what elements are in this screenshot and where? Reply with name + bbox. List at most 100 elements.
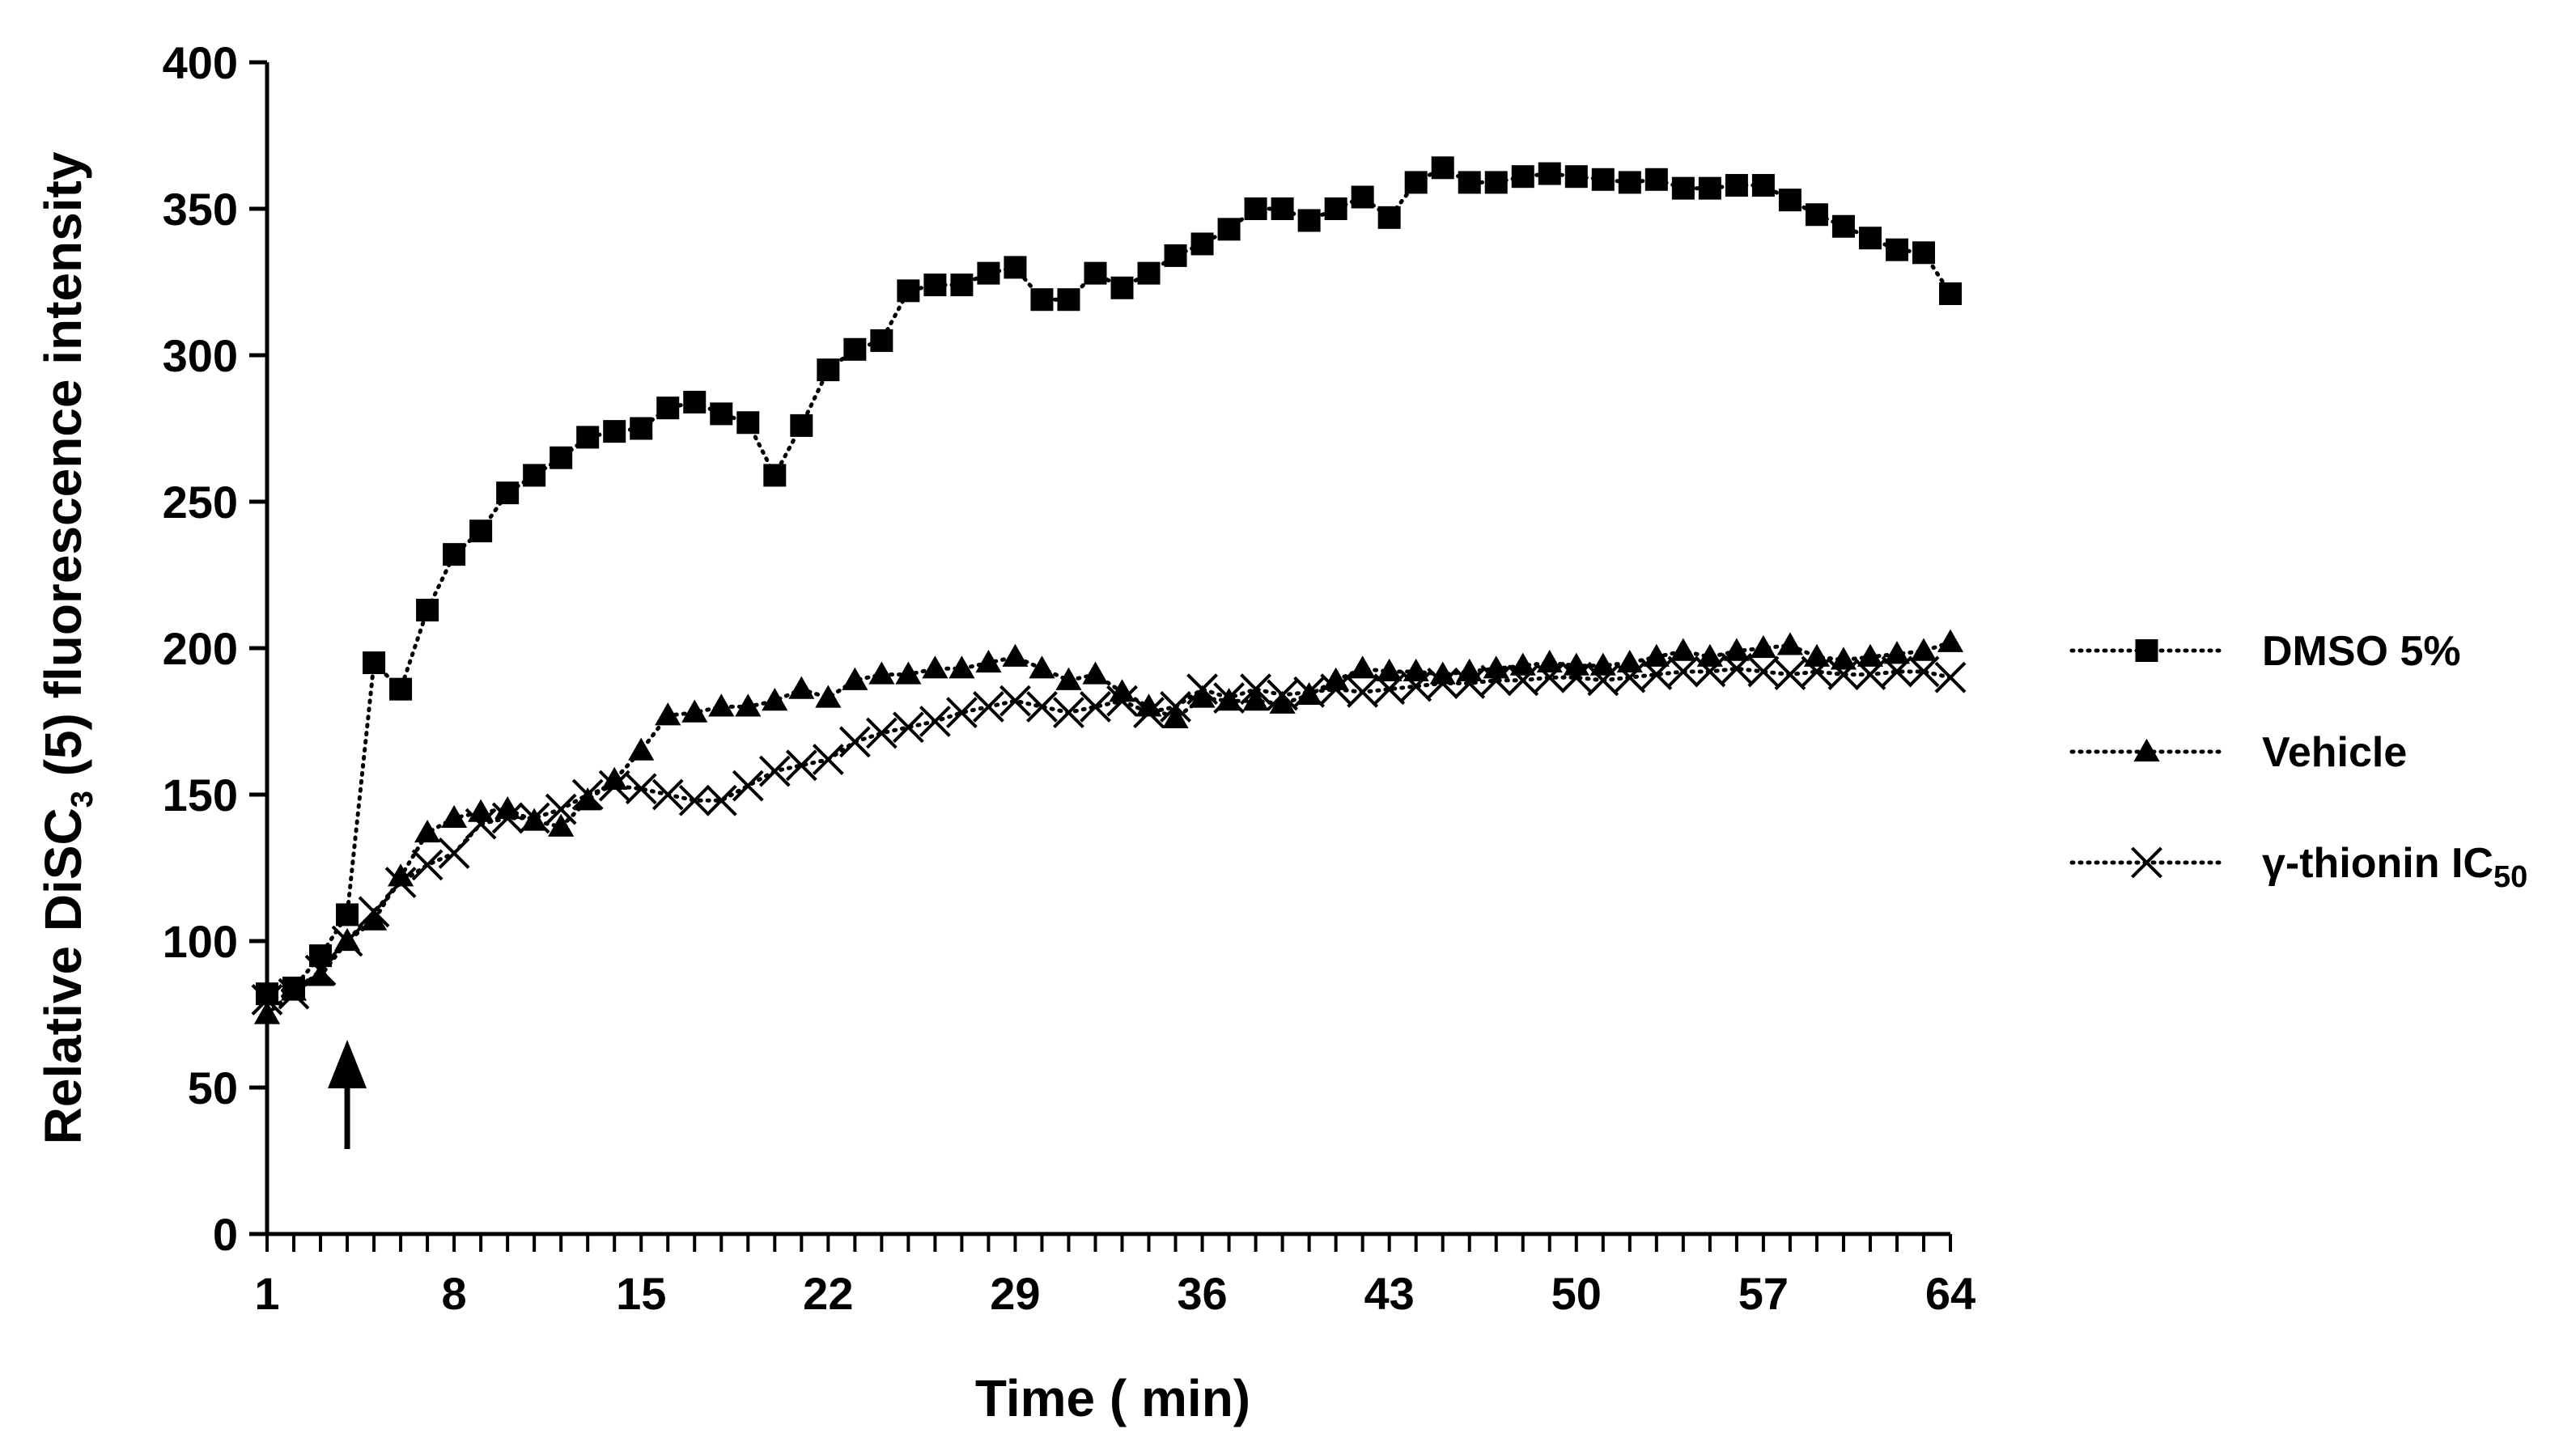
x-tick-label: 15 [616,1268,666,1319]
data-point-square [1805,203,1828,227]
data-point-square [1057,288,1080,312]
data-point-triangle [360,907,388,931]
data-point-square [550,446,573,469]
data-point-triangle [307,963,334,986]
x-tick-label: 57 [1738,1268,1789,1319]
data-point-triangle [735,693,762,717]
data-point-x [999,685,1031,717]
x-tick-label: 64 [1925,1268,1975,1319]
data-point-square [790,413,813,437]
data-point-triangle [762,688,788,711]
data-point-square [1351,185,1374,209]
data-point-x [1480,664,1513,697]
data-point-x [518,802,550,834]
data-point-square [1564,165,1588,189]
data-point-x [1427,668,1459,699]
data-point-triangle [922,655,948,679]
data-point-x [651,778,684,811]
data-point-square [656,396,680,420]
data-point-square [1885,238,1908,261]
data-point-x [1293,676,1326,708]
data-point-x [1186,673,1218,706]
data-point-x [1320,673,1352,706]
data-point-x [411,849,443,881]
data-point-square [1511,165,1534,189]
y-axis-title-pre: Relative DiSC [34,808,92,1144]
data-point-triangle [601,766,628,790]
data-point-square [2135,639,2158,662]
data-point-x [1160,690,1191,723]
data-point-x [1774,659,1806,690]
data-point-x [1587,664,1619,697]
data-point-x [1373,673,1406,706]
data-point-x [625,773,657,805]
data-point-square [603,420,626,443]
series-points-square [256,156,1962,1006]
data-point-triangle [1002,643,1029,667]
data-point-x [545,793,577,825]
data-point-triangle [441,804,468,829]
data-point-square [843,337,867,361]
data-point-x [1854,659,1886,690]
legend-item: γ-thionin IC50 [2069,840,2527,894]
data-point-square [1591,167,1615,191]
y-tick-labels: 0 50 100 150 200 250 300 350 400 [163,37,238,1260]
data-point-square [1190,232,1214,256]
data-point-square [736,411,760,435]
data-point-x [304,954,337,986]
data-point-triangle [895,661,922,685]
data-point-triangle [948,655,975,679]
y-tick-label: 400 [163,37,238,88]
data-point-x [732,770,764,802]
data-point-square [683,390,707,413]
data-point-square [1164,244,1187,267]
data-point-triangle [387,863,414,887]
data-point-triangle [1857,643,1884,667]
data-point-x [1801,655,1833,688]
y-tick-label: 100 [163,916,238,967]
legend-label: γ-thionin IC50 [2262,840,2527,894]
x-tick-label: 43 [1364,1268,1415,1319]
y-axis-title: Relative DiSC3 (5) fluorescence intensit… [34,151,100,1144]
data-point-triangle [975,650,1002,673]
data-point-x [1080,690,1111,723]
data-point-square [1644,167,1668,191]
y-tick-label: 300 [163,330,238,381]
y-axis-title-sub: 3 [66,791,100,808]
data-point-triangle [1349,655,1376,679]
data-point-square [1137,261,1161,285]
data-point-square [710,402,733,426]
data-point-triangle [1269,690,1296,714]
data-point-triangle [1403,658,1429,682]
legend: DMSO 5% Vehicle γ-thionin IC50 [2069,628,2527,894]
data-point-triangle [1509,652,1536,676]
data-point-triangle [253,1001,281,1024]
data-point-square [1671,176,1695,200]
x-tick-label: 22 [803,1268,853,1319]
legend-label: DMSO 5% [2262,628,2461,675]
data-point-square [1538,162,1561,185]
data-point-triangle [655,702,681,726]
data-point-square [1858,227,1882,250]
data-point-x [1721,652,1753,685]
data-point-x [812,744,844,775]
data-point-triangle [1883,641,1911,664]
data-point-triangle [1670,638,1696,661]
data-point-square [1297,209,1321,232]
data-point-triangle [1242,688,1269,711]
data-point-x [598,770,630,802]
data-point-x [1747,655,1780,688]
data-point-square [523,464,546,487]
data-point-x [1614,661,1646,693]
data-point-triangle [1937,629,1964,652]
data-point-x [1667,655,1700,688]
data-point-square [763,464,787,487]
data-point-x [892,711,924,744]
data-point-square [1458,171,1481,194]
y-tick-label: 250 [163,477,238,528]
data-point-x [1454,668,1486,699]
data-point-x [1347,676,1379,708]
y-tick-label: 200 [163,623,238,674]
data-point-triangle [1616,650,1643,673]
x-tick-label: 50 [1551,1268,1602,1319]
